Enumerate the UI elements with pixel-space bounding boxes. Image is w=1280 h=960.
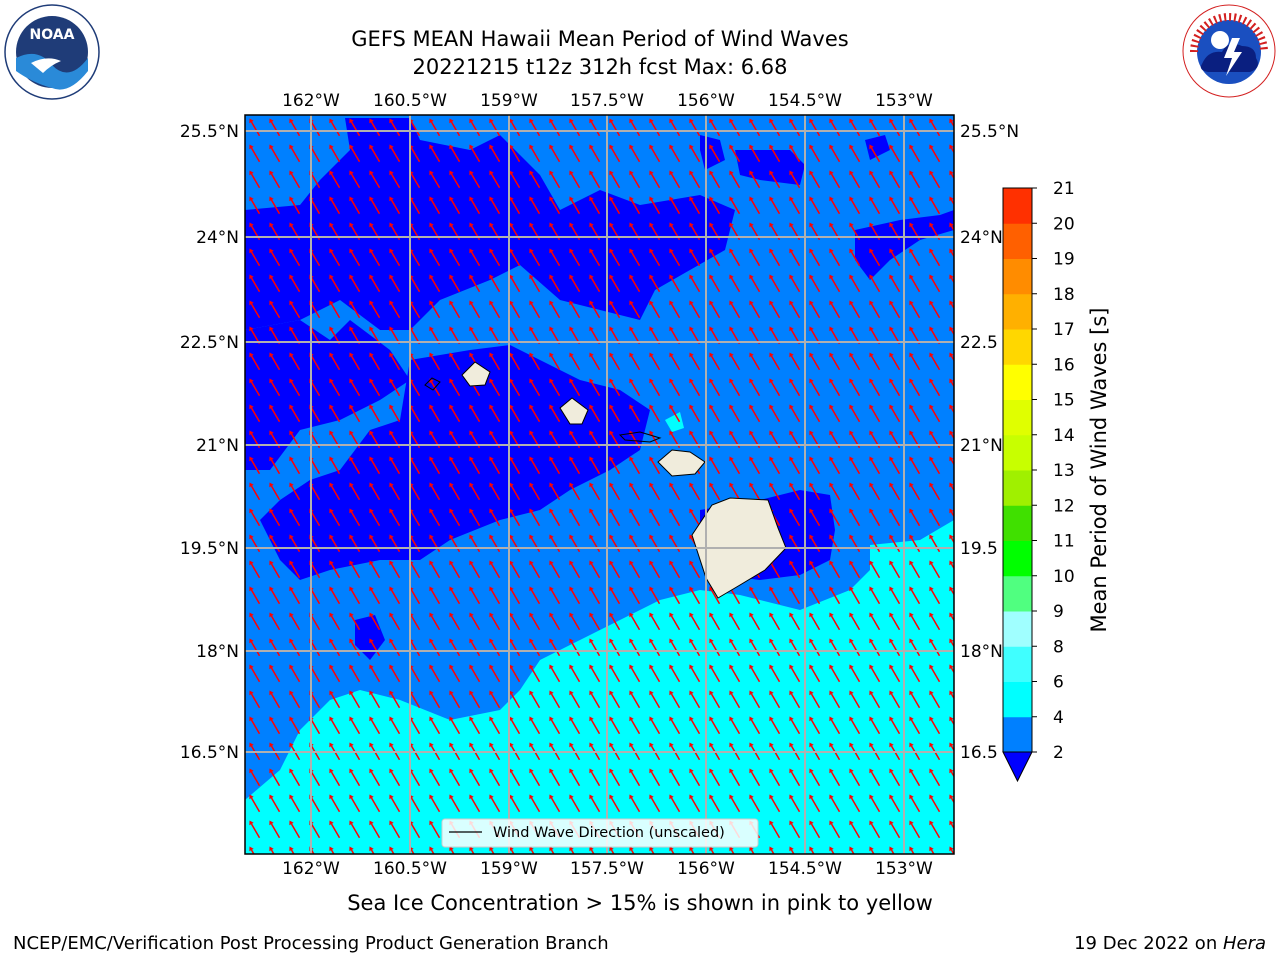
lat-label-right: 24°N	[960, 228, 1003, 248]
colorbar-bin	[1003, 364, 1032, 400]
lat-labels-left: 25.5°N 24°N 22.5°N 21°N 19.5°N 18°N 16.5…	[180, 122, 239, 763]
lon-label-top: 162°W	[282, 91, 340, 111]
colorbar-tick-label: 17	[1053, 320, 1075, 340]
colorbar-bin	[1003, 434, 1032, 471]
footer-branch: NCEP/EMC/Verification Post Processing Pr…	[13, 933, 609, 954]
lat-label-left: 18°N	[196, 642, 239, 662]
lon-label-top: 153°W	[875, 91, 933, 111]
lon-label-top: 154.5°W	[768, 91, 842, 111]
lon-label-top: 156°W	[677, 91, 735, 111]
lon-label-bottom: 154.5°W	[768, 859, 842, 879]
chart-subtitle: 20221215 t12z 312h fcst Max: 6.68	[412, 55, 788, 79]
graticule	[245, 115, 954, 854]
colorbar-tick-label: 14	[1053, 426, 1075, 446]
lon-labels-bottom: 162°W 160.5°W 159°W 157.5°W 156°W 154.5°…	[282, 859, 933, 879]
lon-label-bottom: 162°W	[282, 859, 340, 879]
colorbar-bin	[1003, 329, 1032, 365]
lon-label-bottom: 156°W	[677, 859, 735, 879]
lon-label-bottom: 160.5°W	[373, 859, 447, 879]
colorbar-tick-label: 21	[1053, 179, 1075, 199]
colorbar-under-extension	[1002, 751, 1033, 783]
colorbar-tick-label: 9	[1053, 602, 1064, 622]
lat-label-left: 16.5°N	[180, 743, 239, 763]
footer-date: 19 Dec 2022 on Hera	[1074, 933, 1266, 954]
sea-ice-note: Sea Ice Concentration > 15% is shown in …	[347, 891, 933, 915]
lat-label-right: 18°N	[960, 642, 1003, 662]
colorbar-tick-label: 15	[1053, 391, 1075, 411]
colorbar-bin	[1003, 575, 1032, 612]
footer-date-text: 19 Dec 2022 on	[1074, 933, 1223, 954]
noaa-logo-icon: NOAA	[4, 4, 100, 100]
colorbar-bin	[1003, 540, 1032, 577]
colorbar-tick-label: 10	[1053, 567, 1075, 587]
colorbar-bin	[1003, 505, 1032, 541]
lat-labels-right: 25.5°N 24°N 22.5 21°N 19.5 18°N 16.5	[960, 122, 1019, 763]
lon-labels-top: 162°W 160.5°W 159°W 157.5°W 156°W 154.5°…	[282, 91, 933, 111]
lat-label-right: 16.5	[960, 743, 998, 763]
colorbar-tick-label: 12	[1053, 496, 1075, 516]
colorbar-tick-label: 16	[1053, 355, 1075, 375]
lat-label-right: 21°N	[960, 436, 1003, 456]
colorbar-bin	[1003, 399, 1032, 436]
colorbar: 21 20 19 18 17 16 15 14 13 12 11 10 9 8 6 4 2 Mean Perio…	[1002, 179, 1111, 783]
noaa-logo-text: NOAA	[30, 27, 75, 43]
lon-label-bottom: 157.5°W	[570, 859, 644, 879]
island-kauai	[461, 361, 491, 387]
lat-label-right: 19.5	[960, 539, 998, 559]
colorbar-bins	[1003, 188, 1032, 753]
footer-host: Hera	[1222, 933, 1266, 954]
colorbar-bin	[1003, 681, 1032, 718]
nws-logo-icon	[1182, 4, 1276, 98]
lat-label-left: 25.5°N	[180, 122, 239, 142]
colorbar-tick-label: 6	[1053, 673, 1064, 693]
lon-label-bottom: 159°W	[480, 859, 538, 879]
chart-title: GEFS MEAN Hawaii Mean Period of Wind Wav…	[351, 27, 849, 51]
colorbar-ticks: 21 20 19 18 17 16 15 14 13 12 11 10 9 8 6 4 2	[1032, 179, 1075, 763]
island-oahu	[559, 397, 589, 425]
lat-label-left: 19.5°N	[180, 539, 239, 559]
lat-label-left: 21°N	[196, 436, 239, 456]
map-area: Wind Wave Direction (unscaled)	[245, 115, 954, 854]
colorbar-tick-label: 19	[1053, 250, 1075, 270]
map-legend: Wind Wave Direction (unscaled)	[441, 818, 759, 848]
lat-label-right: 25.5°N	[960, 122, 1019, 142]
lon-label-top: 157.5°W	[570, 91, 644, 111]
colorbar-tick-label: 18	[1053, 285, 1075, 305]
lon-label-bottom: 153°W	[875, 859, 933, 879]
colorbar-bin	[1003, 470, 1032, 506]
colorbar-bin	[1003, 646, 1032, 682]
colorbar-bin	[1003, 716, 1032, 753]
colorbar-bin	[1003, 258, 1032, 295]
lon-label-top: 159°W	[480, 91, 538, 111]
island-niihau	[424, 377, 441, 391]
colorbar-bin	[1003, 293, 1032, 330]
lon-label-top: 160.5°W	[373, 91, 447, 111]
colorbar-bin	[1003, 223, 1032, 259]
map-frame	[244, 114, 955, 855]
island-molokai	[618, 431, 662, 443]
colorbar-tick-label: 4	[1053, 708, 1064, 728]
colorbar-tick-label: 20	[1053, 214, 1075, 234]
colorbar-bin	[1003, 188, 1032, 224]
lat-label-left: 22.5°N	[180, 333, 239, 353]
wind-wave-arrows	[245, 115, 954, 854]
colorbar-tick-label: 8	[1053, 637, 1064, 657]
lat-label-right: 22.5	[960, 333, 998, 353]
colorbar-tick-label: 2	[1053, 743, 1064, 763]
colorbar-tick-label: 11	[1053, 532, 1075, 552]
legend-label: Wind Wave Direction (unscaled)	[493, 825, 725, 841]
colorbar-label: Mean Period of Wind Waves [s]	[1087, 308, 1111, 633]
colorbar-tick-label: 13	[1053, 461, 1075, 481]
lat-label-left: 24°N	[196, 228, 239, 248]
colorbar-bin	[1003, 611, 1032, 647]
